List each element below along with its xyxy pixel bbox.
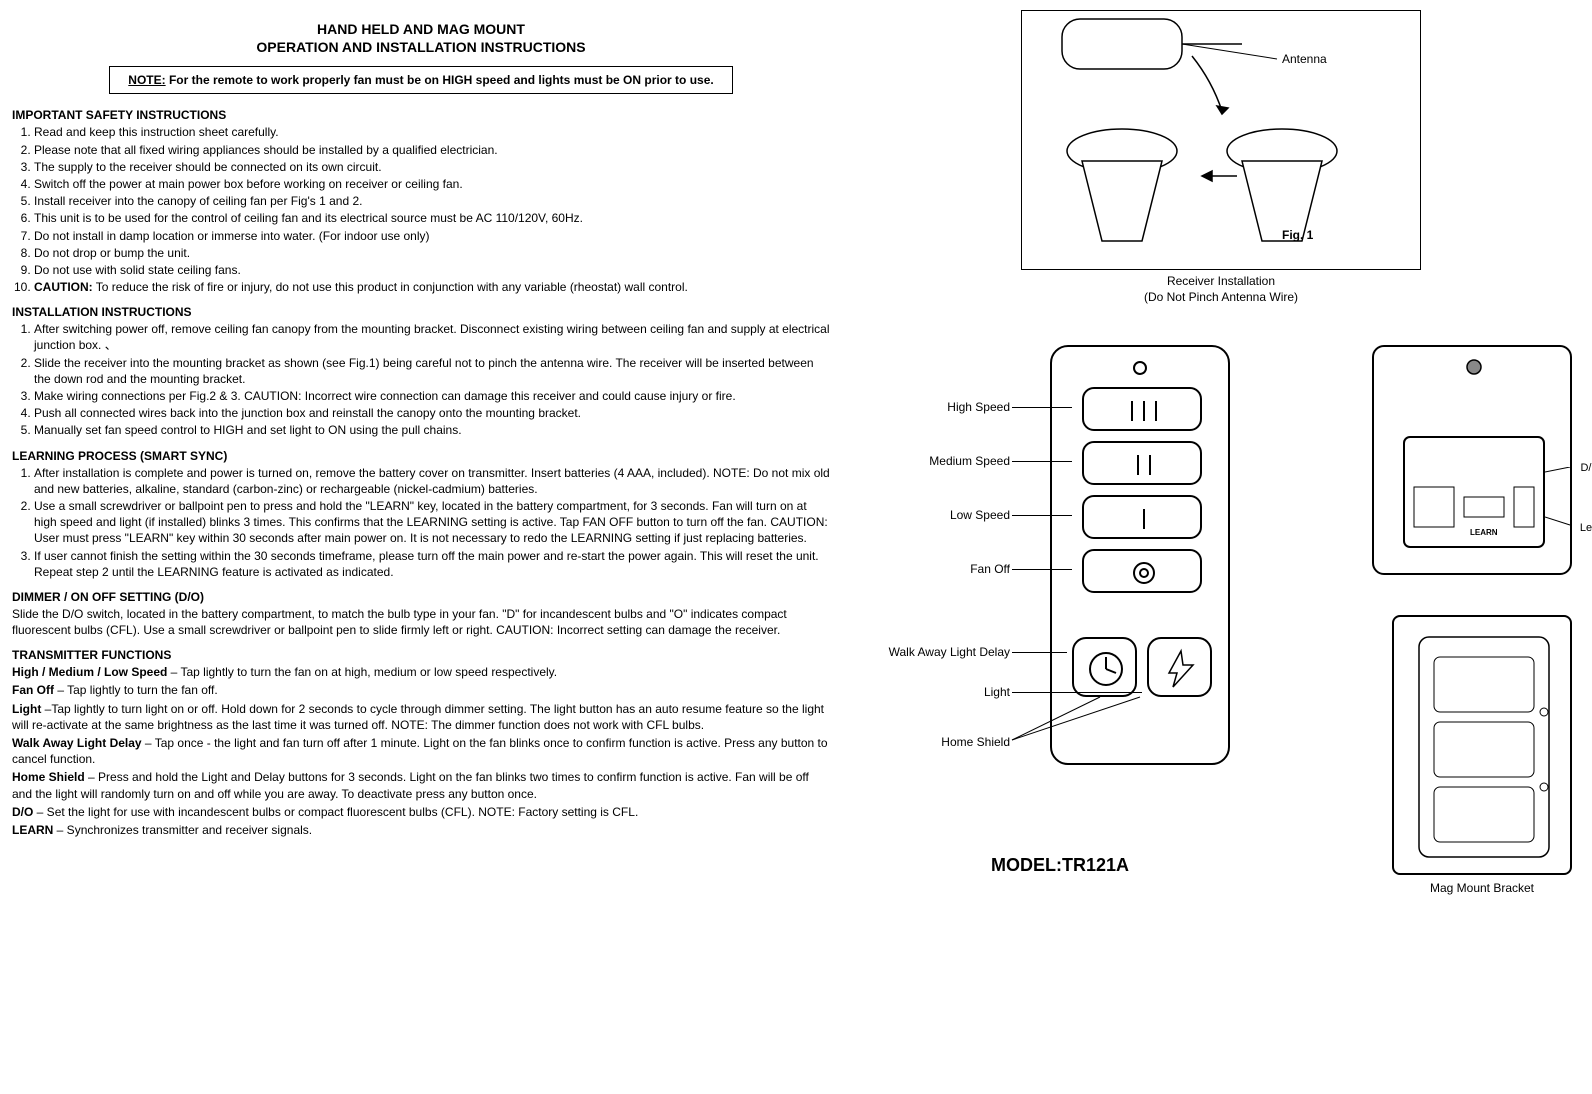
- tx-item: High / Medium / Low Speed – Tap lightly …: [12, 664, 830, 680]
- list-item: Make wiring connections per Fig.2 & 3. C…: [34, 388, 830, 404]
- title-line2: OPERATION AND INSTALLATION INSTRUCTIONS: [256, 39, 585, 55]
- remote-area: High Speed Medium Speed Low Speed Fan Of…: [870, 345, 1572, 895]
- learn-heading: LEARNING PROCESS (SMART SYNC): [12, 449, 830, 463]
- list-item: If user cannot finish the setting within…: [34, 548, 830, 580]
- label-high: High Speed: [870, 400, 1010, 414]
- label-off: Fan Off: [870, 562, 1010, 576]
- list-item: The supply to the receiver should be con…: [34, 159, 830, 175]
- label-low: Low Speed: [870, 508, 1010, 522]
- list-item: After installation is complete and power…: [34, 465, 830, 497]
- list-item: After switching power off, remove ceilin…: [34, 321, 830, 353]
- remote-front-diagram: High Speed Medium Speed Low Speed Fan Of…: [870, 345, 1250, 895]
- install-heading: INSTALLATION INSTRUCTIONS: [12, 305, 830, 319]
- safety-list: Read and keep this instruction sheet car…: [12, 124, 830, 295]
- mag-mount-diagram: [1392, 615, 1572, 875]
- receiver-install-svg: Antenna Fig. 1: [1022, 11, 1422, 271]
- tx-item: Light –Tap lightly to turn light on or o…: [12, 701, 830, 733]
- fan-off-button: [1082, 549, 1202, 593]
- list-item: CAUTION: To reduce the risk of fire or i…: [34, 279, 830, 295]
- page-title: HAND HELD AND MAG MOUNT OPERATION AND IN…: [12, 20, 830, 56]
- dimmer-body: Slide the D/O switch, located in the bat…: [12, 606, 830, 638]
- led-icon: [1133, 361, 1147, 375]
- tx-item: LEARN – Synchronizes transmitter and rec…: [12, 822, 830, 838]
- fig1-label: Fig. 1: [1282, 228, 1314, 242]
- list-item: Do not use with solid state ceiling fans…: [34, 262, 830, 278]
- learn-list: After installation is complete and power…: [12, 465, 830, 580]
- list-item: Do not drop or bump the unit.: [34, 245, 830, 261]
- mag-caption: Mag Mount Bracket: [1392, 881, 1572, 895]
- list-item: Please note that all fixed wiring applia…: [34, 142, 830, 158]
- label-light: Light: [870, 685, 1010, 699]
- list-item: Manually set fan speed control to HIGH a…: [34, 422, 830, 438]
- left-column: HAND HELD AND MAG MOUNT OPERATION AND IN…: [0, 0, 850, 1094]
- low-speed-button: [1082, 495, 1202, 539]
- svg-text:LEARN: LEARN: [1470, 528, 1498, 537]
- list-item: This unit is to be used for the control …: [34, 210, 830, 226]
- high-speed-button: [1082, 387, 1202, 431]
- list-item: Use a small screwdriver or ballpoint pen…: [34, 498, 830, 547]
- tx-item: Home Shield – Press and hold the Light a…: [12, 769, 830, 801]
- list-item: Read and keep this instruction sheet car…: [34, 124, 830, 140]
- antenna-label: Antenna: [1282, 52, 1327, 66]
- list-item: Push all connected wires back into the j…: [34, 405, 830, 421]
- caution-prefix: CAUTION:: [34, 280, 93, 294]
- install-list: After switching power off, remove ceilin…: [12, 321, 830, 438]
- model-label: MODEL:TR121A: [870, 855, 1250, 876]
- list-item: Do not install in damp location or immer…: [34, 228, 830, 244]
- remote-back-diagram: LEARN D/O Learn: [1372, 345, 1572, 575]
- tx-item: D/O – Set the light for use with incande…: [12, 804, 830, 820]
- list-item: Switch off the power at main power box b…: [34, 176, 830, 192]
- tx-item: Fan Off – Tap lightly to turn the fan of…: [12, 682, 830, 698]
- dimmer-heading: DIMMER / ON OFF SETTING (D/O): [12, 590, 830, 604]
- light-button: [1147, 637, 1212, 697]
- learn-label: Learn: [1580, 522, 1592, 534]
- delay-button: [1072, 637, 1137, 697]
- title-line1: HAND HELD AND MAG MOUNT: [317, 21, 525, 37]
- safety-heading: IMPORTANT SAFETY INSTRUCTIONS: [12, 108, 830, 122]
- right-column: Antenna Fig. 1 Receiver Installation (Do…: [850, 0, 1592, 1094]
- note-prefix: NOTE:: [128, 73, 165, 87]
- medium-speed-button: [1082, 441, 1202, 485]
- figure-1: Antenna Fig. 1: [1021, 10, 1421, 270]
- tx-heading: TRANSMITTER FUNCTIONS: [12, 648, 830, 662]
- list-item: Install receiver into the canopy of ceil…: [34, 193, 830, 209]
- note-box: NOTE: For the remote to work properly fa…: [109, 66, 732, 94]
- label-shield: Home Shield: [870, 735, 1010, 749]
- note-text: For the remote to work properly fan must…: [166, 73, 714, 87]
- list-item: Slide the receiver into the mounting bra…: [34, 355, 830, 387]
- remote-right-panel: LEARN D/O Learn Mag Mount Bracket: [1310, 345, 1572, 895]
- tx-item: Walk Away Light Delay – Tap once - the l…: [12, 735, 830, 767]
- caution-text: To reduce the risk of fire or injury, do…: [93, 280, 688, 294]
- do-label: D/O: [1580, 462, 1592, 474]
- fig1-caption: Receiver Installation (Do Not Pinch Ante…: [870, 274, 1572, 305]
- label-medium: Medium Speed: [870, 454, 1010, 468]
- label-delay: Walk Away Light Delay: [870, 645, 1010, 659]
